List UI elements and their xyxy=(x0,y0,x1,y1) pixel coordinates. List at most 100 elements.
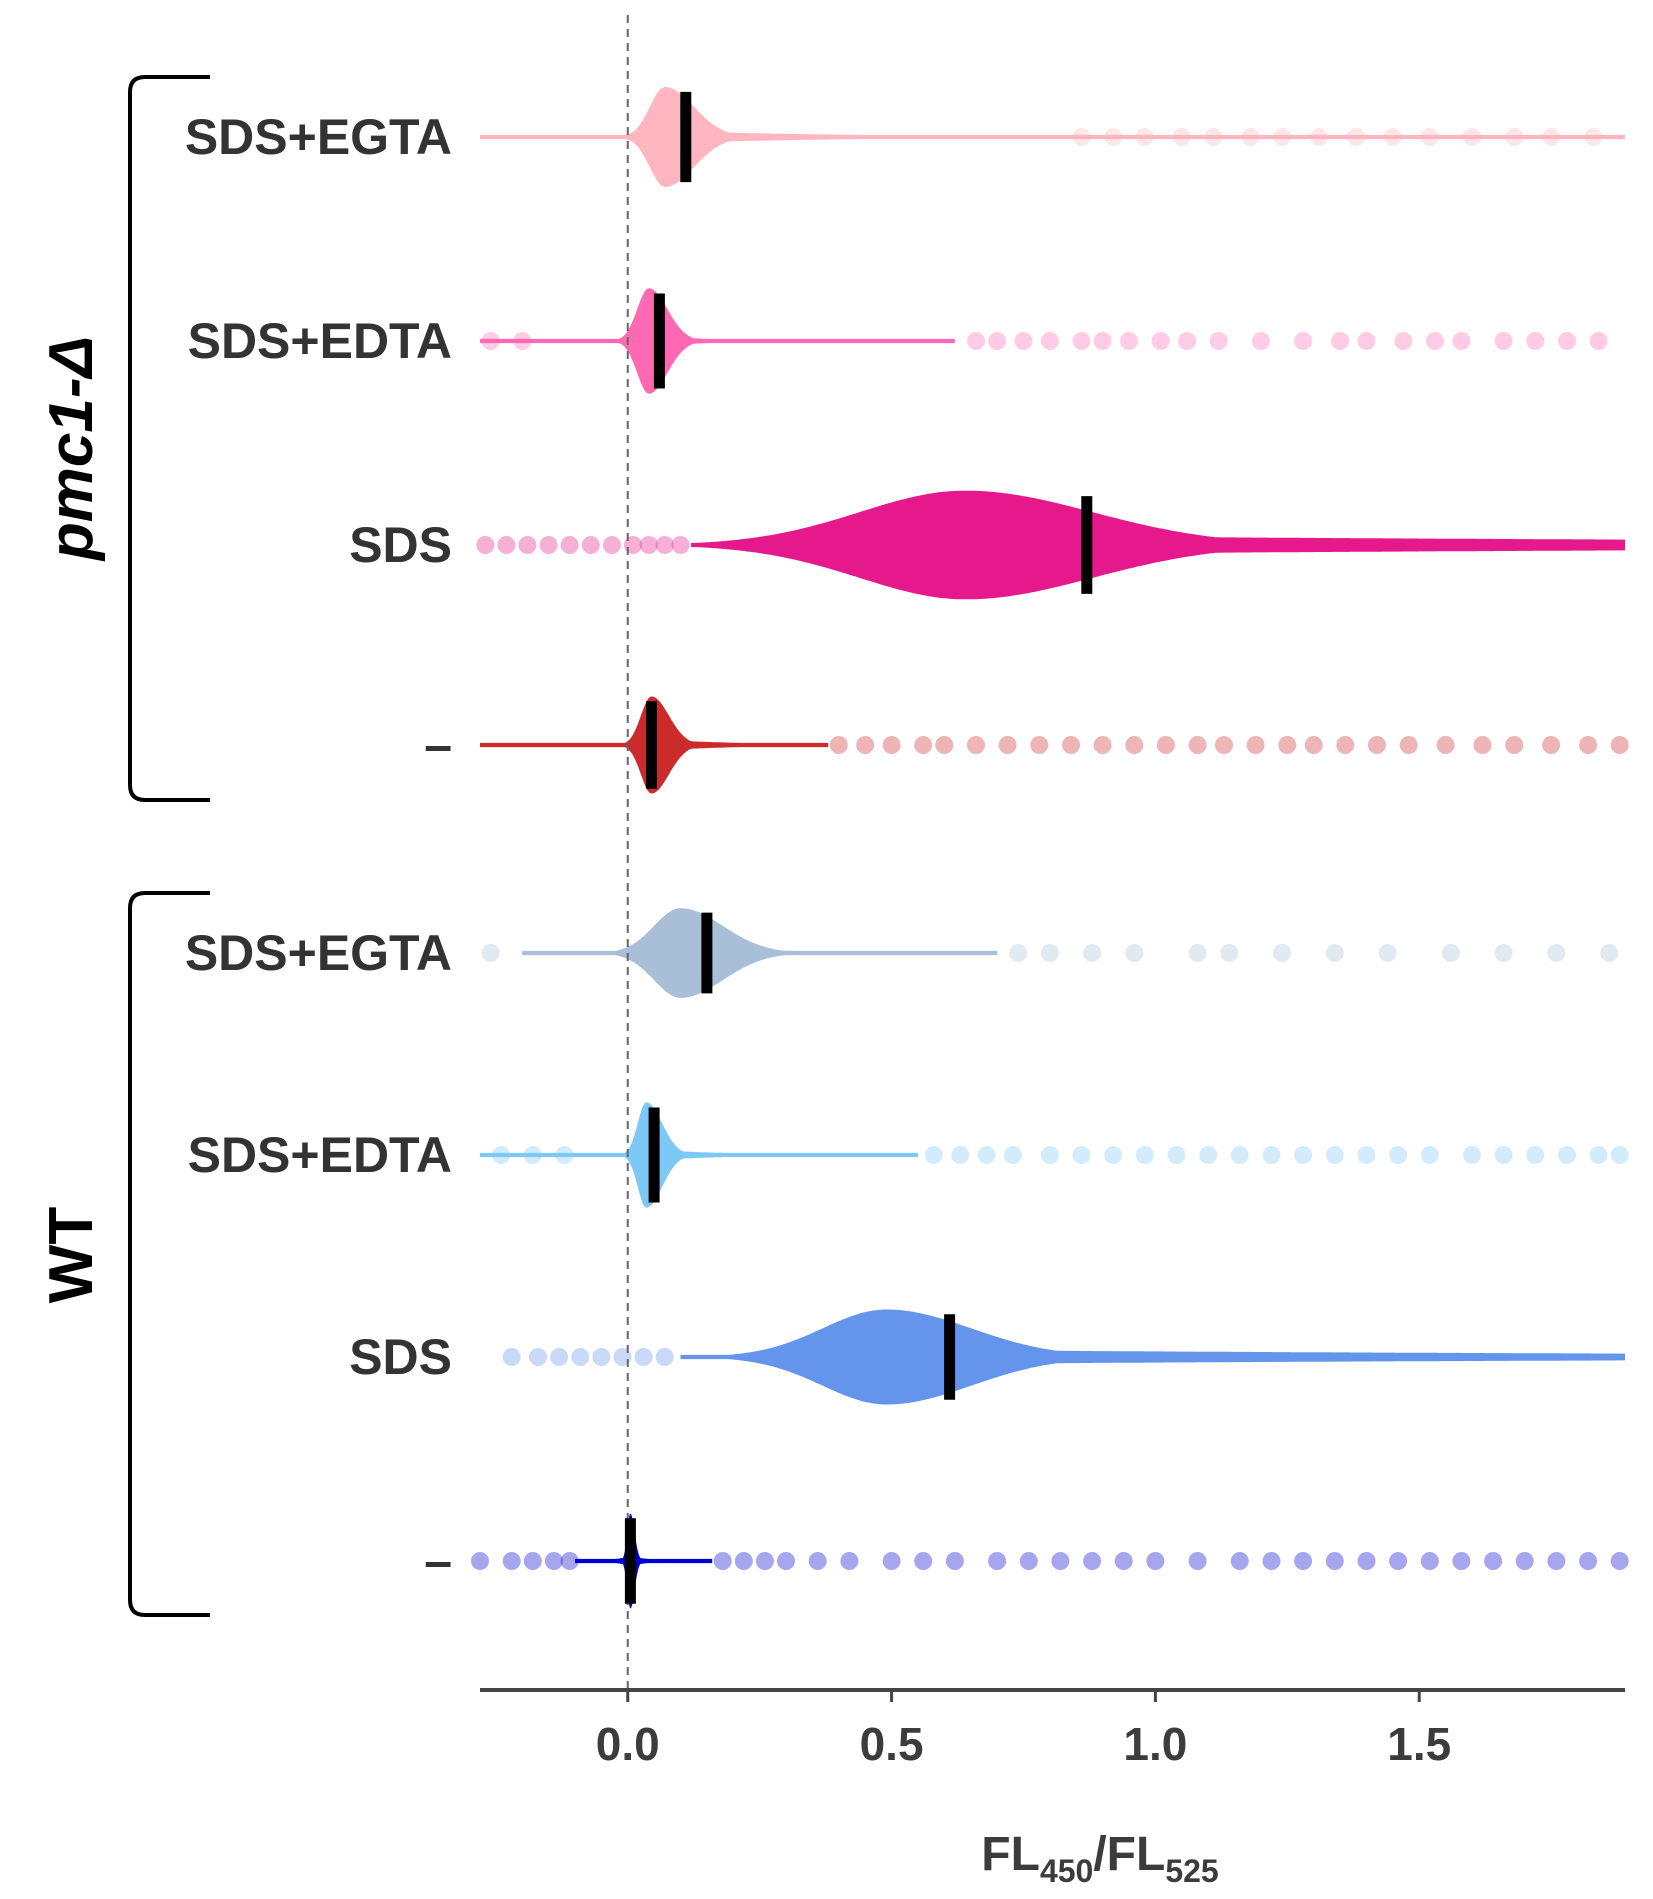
violin-5 xyxy=(480,1102,918,1208)
outlier-point-7-15 xyxy=(1019,1552,1038,1570)
outlier-point-5-9 xyxy=(1104,1146,1123,1164)
outlier-point-4-5 xyxy=(1188,944,1207,962)
outlier-point-0-13 xyxy=(1542,128,1561,146)
x-axis: 0.0 0.5 1.0 1.5 xyxy=(480,1688,1625,1770)
outlier-point-4-11 xyxy=(1494,944,1513,962)
outlier-point-1-16 xyxy=(1394,332,1413,350)
outlier-point-4-13 xyxy=(1600,944,1619,962)
median-lines xyxy=(624,91,1093,1604)
outlier-point-0-14 xyxy=(1584,128,1603,146)
outlier-point-1-15 xyxy=(1357,332,1376,350)
outlier-point-5-8 xyxy=(1072,1146,1091,1164)
group-label-pmc1: pmc1-Δ xyxy=(37,336,106,562)
outlier-point-5-20 xyxy=(1463,1146,1481,1164)
row-label-2: SDS xyxy=(349,517,452,573)
outlier-point-3-24 xyxy=(1579,736,1598,754)
outlier-point-1-14 xyxy=(1331,332,1350,350)
outlier-point-3-14 xyxy=(1246,736,1265,754)
row-label-7: – xyxy=(424,1533,452,1589)
outlier-point-5-3 xyxy=(924,1146,943,1164)
outlier-point-0-12 xyxy=(1505,128,1524,146)
outlier-point-1-20 xyxy=(1526,332,1545,350)
violin-6 xyxy=(680,1309,1625,1405)
outlier-point-7-23 xyxy=(1294,1552,1313,1570)
outlier-point-7-14 xyxy=(988,1552,1007,1570)
outlier-point-2-7 xyxy=(624,536,642,554)
outlier-point-0-1 xyxy=(1104,128,1123,146)
outlier-point-5-25 xyxy=(1610,1146,1629,1164)
outlier-point-6-1 xyxy=(529,1348,547,1366)
violin-1 xyxy=(480,288,955,394)
outlier-point-1-8 xyxy=(1120,332,1138,350)
outlier-point-7-10 xyxy=(840,1552,859,1570)
outlier-point-0-7 xyxy=(1310,128,1328,146)
outlier-point-4-4 xyxy=(1125,944,1144,962)
outlier-point-5-23 xyxy=(1558,1146,1576,1164)
row-label-3: – xyxy=(424,717,452,773)
outlier-point-5-6 xyxy=(1003,1146,1022,1164)
outlier-point-6-3 xyxy=(571,1348,590,1366)
outlier-point-6-0 xyxy=(502,1348,521,1366)
outlier-point-1-5 xyxy=(1040,332,1059,350)
outlier-point-7-19 xyxy=(1146,1552,1165,1570)
outlier-point-7-33 xyxy=(1610,1552,1629,1570)
outlier-point-7-11 xyxy=(882,1552,901,1570)
x-axis-title: FL450/FL525 xyxy=(981,1828,1218,1889)
row-label-0: SDS+EGTA xyxy=(185,109,452,165)
outlier-point-0-6 xyxy=(1273,128,1291,146)
outlier-point-3-23 xyxy=(1542,736,1561,754)
outlier-point-7-30 xyxy=(1515,1552,1534,1570)
violins xyxy=(480,86,1625,1609)
outlier-point-1-22 xyxy=(1589,332,1608,350)
outlier-point-1-7 xyxy=(1093,332,1112,350)
outlier-point-6-2 xyxy=(550,1348,569,1366)
outlier-point-7-17 xyxy=(1083,1552,1102,1570)
outlier-point-1-17 xyxy=(1426,332,1444,350)
outlier-point-3-10 xyxy=(1125,736,1144,754)
outlier-point-4-7 xyxy=(1273,944,1291,962)
outlier-point-3-13 xyxy=(1215,736,1233,754)
outlier-point-5-10 xyxy=(1135,1146,1154,1164)
outlier-point-3-22 xyxy=(1505,736,1524,754)
outlier-point-1-21 xyxy=(1558,332,1576,350)
outlier-point-3-21 xyxy=(1473,736,1492,754)
outlier-point-7-32 xyxy=(1579,1552,1598,1570)
outlier-point-5-15 xyxy=(1294,1146,1313,1164)
row-labels: SDS+EGTA SDS+EDTA SDS – SDS+EGTA SDS+EDTA SDS – xyxy=(185,109,452,1589)
outlier-point-2-5 xyxy=(581,536,600,554)
outlier-point-7-0 xyxy=(471,1552,489,1570)
x-tick-label-0: 0.0 xyxy=(596,1718,660,1770)
outlier-point-6-4 xyxy=(592,1348,611,1366)
x-tick-label-3: 1.5 xyxy=(1387,1718,1451,1770)
outlier-point-1-13 xyxy=(1294,332,1313,350)
outlier-point-1-18 xyxy=(1452,332,1471,350)
outlier-point-7-12 xyxy=(914,1552,933,1570)
outlier-point-7-27 xyxy=(1420,1552,1439,1570)
outlier-point-3-0 xyxy=(829,736,848,754)
outlier-point-3-11 xyxy=(1156,736,1175,754)
outlier-point-3-2 xyxy=(882,736,901,754)
outlier-point-1-1 xyxy=(513,332,532,350)
outlier-point-0-11 xyxy=(1463,128,1481,146)
outlier-point-7-9 xyxy=(808,1552,827,1570)
outlier-point-4-12 xyxy=(1547,944,1566,962)
outlier-point-7-18 xyxy=(1114,1552,1133,1570)
outlier-point-0-9 xyxy=(1383,128,1402,146)
outlier-point-3-6 xyxy=(998,736,1017,754)
outlier-point-5-2 xyxy=(555,1146,574,1164)
outlier-point-7-4 xyxy=(560,1552,579,1570)
outlier-point-3-20 xyxy=(1436,736,1455,754)
outlier-point-5-7 xyxy=(1040,1146,1059,1164)
x-tick-label-2: 1.0 xyxy=(1123,1718,1187,1770)
outlier-points xyxy=(471,128,1629,1570)
violin-7 xyxy=(575,1513,713,1609)
outlier-point-3-19 xyxy=(1399,736,1418,754)
outlier-point-5-17 xyxy=(1357,1146,1376,1164)
outlier-point-5-1 xyxy=(523,1146,542,1164)
outlier-point-4-8 xyxy=(1325,944,1344,962)
outlier-point-6-7 xyxy=(655,1348,674,1366)
outlier-point-7-21 xyxy=(1230,1552,1249,1570)
outlier-point-4-3 xyxy=(1083,944,1102,962)
outlier-point-3-25 xyxy=(1610,736,1629,754)
